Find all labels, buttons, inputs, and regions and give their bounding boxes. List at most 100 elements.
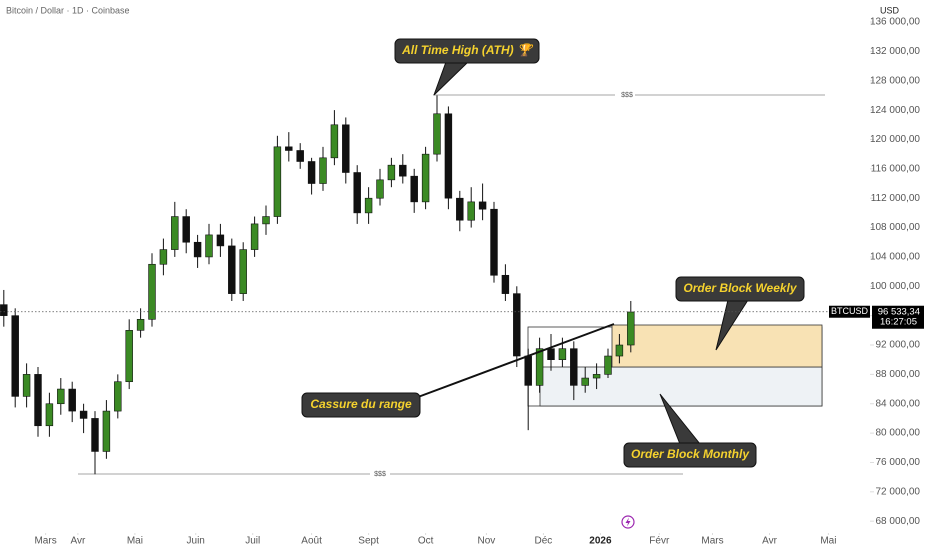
candle-body <box>148 263 156 320</box>
candle-body <box>433 113 441 155</box>
event-icon-bolt <box>625 517 631 527</box>
level-label: $$$ <box>621 92 633 99</box>
level-label: $$$ <box>374 471 386 478</box>
candle-body <box>353 172 361 214</box>
x-tick-label: Déc <box>535 536 553 547</box>
candle-body <box>592 374 601 379</box>
candle-body <box>79 410 88 419</box>
candle-body <box>524 355 532 386</box>
candle-body <box>239 249 247 294</box>
label-bg <box>615 90 635 100</box>
last-price-label: 96 533,34 <box>878 306 920 317</box>
candle-body <box>467 201 475 221</box>
candle-body <box>421 153 430 203</box>
candle-body <box>478 201 487 210</box>
candle-body <box>319 157 327 184</box>
x-tick-label: Mars <box>701 536 723 547</box>
event-icon[interactable] <box>621 515 635 529</box>
x-tick-label: Août <box>301 536 322 547</box>
candle-body <box>34 374 42 427</box>
x-tick-label: Nov <box>478 536 496 547</box>
y-tick-label: 124 000,00 <box>870 105 920 116</box>
candle-body <box>444 113 453 199</box>
candle-body <box>410 175 418 203</box>
candle-body <box>125 330 133 383</box>
candle-body <box>0 304 8 316</box>
x-tick-label: Oct <box>418 536 434 547</box>
label-bg <box>370 469 390 479</box>
x-tick-label: Avr <box>70 536 85 547</box>
x-tick-label: 2026 <box>589 536 612 547</box>
y-tick-label: 72 000,00 <box>876 486 921 497</box>
candle-body <box>364 197 373 214</box>
x-tick-label: Juil <box>245 536 260 547</box>
candle-body <box>262 216 270 225</box>
callout-text: Order Block Weekly <box>683 281 797 295</box>
candle-body <box>581 377 589 386</box>
candle-body <box>399 164 407 177</box>
candle-body <box>547 348 555 360</box>
symbol-label: BTCUSD <box>831 306 869 316</box>
candle-body <box>182 216 190 243</box>
y-tick-label: 116 000,00 <box>871 163 921 174</box>
candle-body <box>342 124 350 173</box>
symbol-tag <box>829 305 870 318</box>
candle-body <box>159 249 168 265</box>
countdown: 16:27:05 <box>880 316 917 327</box>
candle-body <box>273 146 282 217</box>
y-tick-label: 128 000,00 <box>870 75 920 86</box>
callout-box <box>394 38 540 64</box>
candle-body <box>376 179 384 199</box>
candle-body <box>114 381 122 412</box>
candle-body <box>615 344 624 357</box>
candle-body <box>513 293 521 357</box>
candle-body <box>330 124 339 159</box>
y-tick-label: 92 000,00 <box>876 340 921 351</box>
candle-body <box>604 355 612 375</box>
candle-body <box>11 315 19 397</box>
candle-body <box>285 146 293 151</box>
candle-body <box>228 245 236 294</box>
candle-body <box>250 223 259 250</box>
candle-body <box>193 241 202 258</box>
candle-body <box>22 374 31 397</box>
x-tick-label: Mai <box>820 536 836 547</box>
y-tick-label: 100 000,00 <box>870 281 920 292</box>
callout-box <box>675 276 805 302</box>
candle-body <box>216 234 225 247</box>
candle-body <box>136 319 145 331</box>
chart-title: Bitcoin / Dollar · 1D · Coinbase <box>6 5 130 15</box>
candle-body <box>535 348 544 386</box>
x-tick-label: Févr <box>649 536 670 547</box>
callout-text: Order Block Monthly <box>631 447 750 461</box>
connector <box>417 323 615 398</box>
y-tick-label: 68 000,00 <box>876 516 921 527</box>
candle-body <box>558 348 567 360</box>
candle-body <box>91 418 99 452</box>
candle-body <box>57 388 65 405</box>
candle-body <box>102 410 111 452</box>
pointer <box>433 61 470 96</box>
callout-text: Cassure du range <box>310 397 412 411</box>
candle-body <box>205 234 213 258</box>
y-tick-label: 76 000,00 <box>876 457 921 468</box>
currency: USD <box>880 5 900 15</box>
y-tick-label: 104 000,00 <box>870 252 920 263</box>
candle-body <box>501 274 510 294</box>
y-tick-label: 108 000,00 <box>870 222 920 233</box>
x-tick-label: Juin <box>187 536 205 547</box>
x-tick-label: Mai <box>127 536 143 547</box>
callout-text: All Time High (ATH) 🏆 <box>401 43 535 57</box>
candle-body <box>456 197 464 221</box>
callout-box <box>623 442 757 468</box>
y-tick-label: 84 000,00 <box>876 398 921 409</box>
x-tick-label: Sept <box>358 536 379 547</box>
candle-body <box>490 208 498 276</box>
candles <box>0 95 635 475</box>
y-tick-label: 120 000,00 <box>870 134 920 145</box>
candle-body <box>570 348 578 386</box>
candle-body <box>68 388 76 412</box>
candle-body <box>45 403 54 427</box>
x-tick-label: Avr <box>762 536 777 547</box>
